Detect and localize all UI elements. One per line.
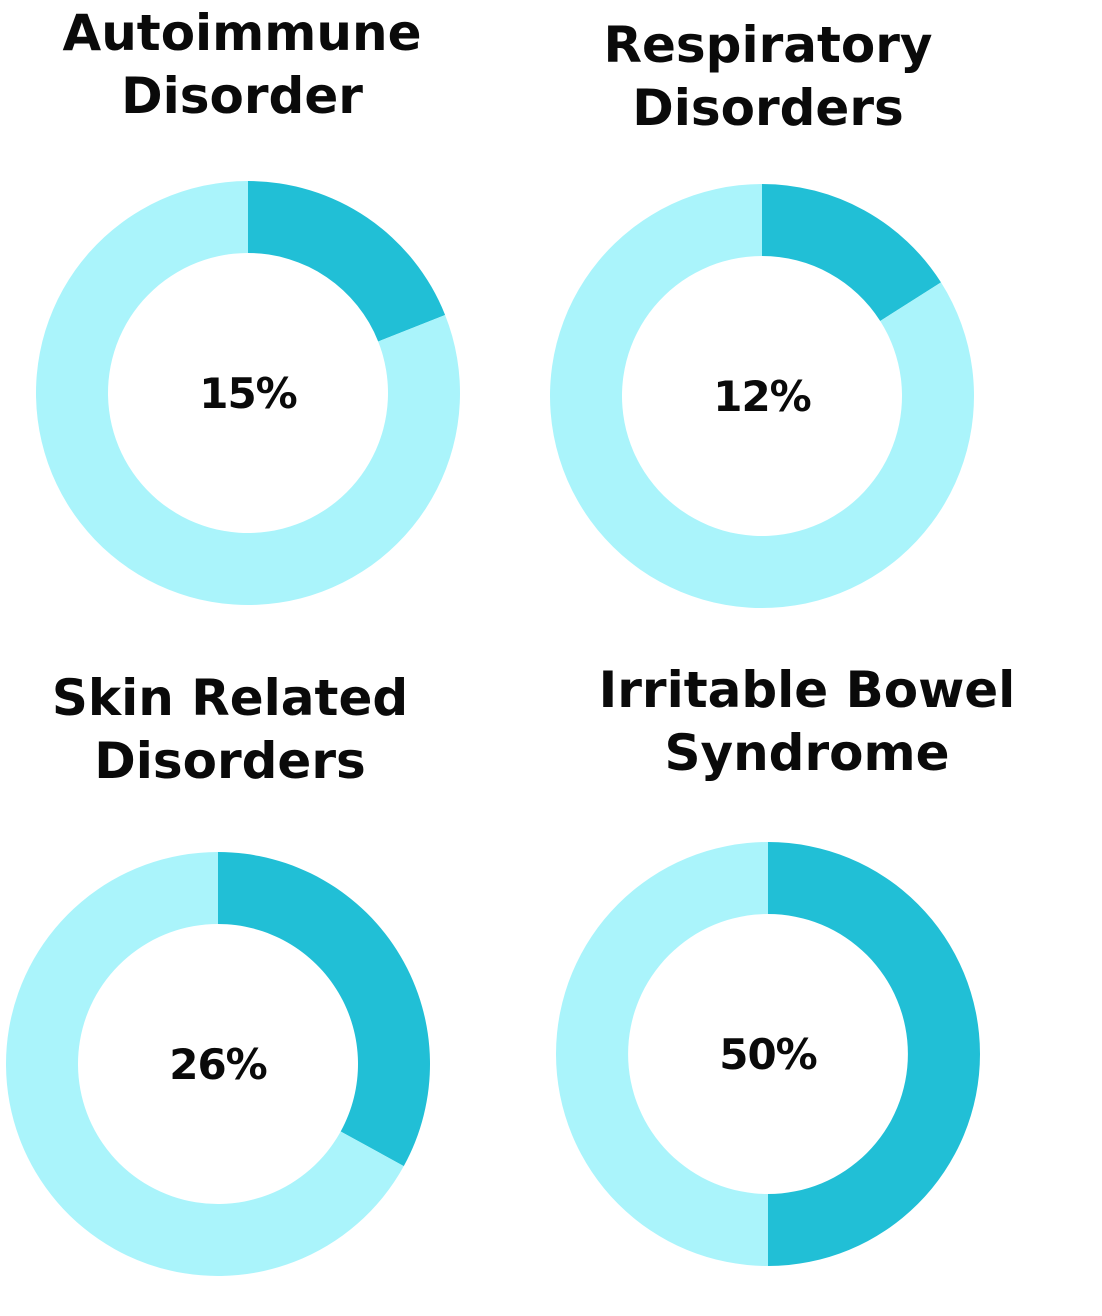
donut-center-value-label: 12%: [713, 372, 811, 421]
donut-slice-highlight: [218, 851, 431, 1167]
chart-title-line-1: Irritable Bowel: [598, 661, 1016, 719]
chart-title-line-1: Skin Related: [51, 669, 409, 727]
chart-title-line-2: Disorder: [121, 67, 363, 125]
chart-title-skin: Skin Related Disorders: [30, 667, 430, 793]
donut-slice-remainder: [550, 184, 974, 608]
donut-slice-remainder: [555, 842, 768, 1266]
chart-title-line-2: Syndrome: [664, 724, 950, 782]
donut-center-value-label: 26%: [169, 1040, 267, 1089]
chart-title-respiratory: Respiratory Disorders: [568, 14, 968, 140]
donut-center-value-label: 15%: [199, 369, 297, 418]
chart-title-line-2: Disorders: [632, 79, 904, 137]
chart-title-ibs: Irritable Bowel Syndrome: [572, 659, 1042, 785]
donut-slice-highlight: [248, 181, 446, 342]
chart-title-line-1: Autoimmune: [62, 4, 422, 62]
donut-slice-highlight: [762, 184, 941, 321]
donut-slice-remainder: [36, 181, 460, 605]
chart-title-line-2: Disorders: [94, 732, 366, 790]
chart-title-autoimmune: Autoimmune Disorder: [42, 2, 442, 128]
donut-slice-remainder: [6, 851, 404, 1276]
chart-title-line-1: Respiratory: [603, 16, 933, 74]
donut-center-value-label: 50%: [719, 1030, 817, 1079]
donut-slice-highlight: [768, 842, 980, 1266]
